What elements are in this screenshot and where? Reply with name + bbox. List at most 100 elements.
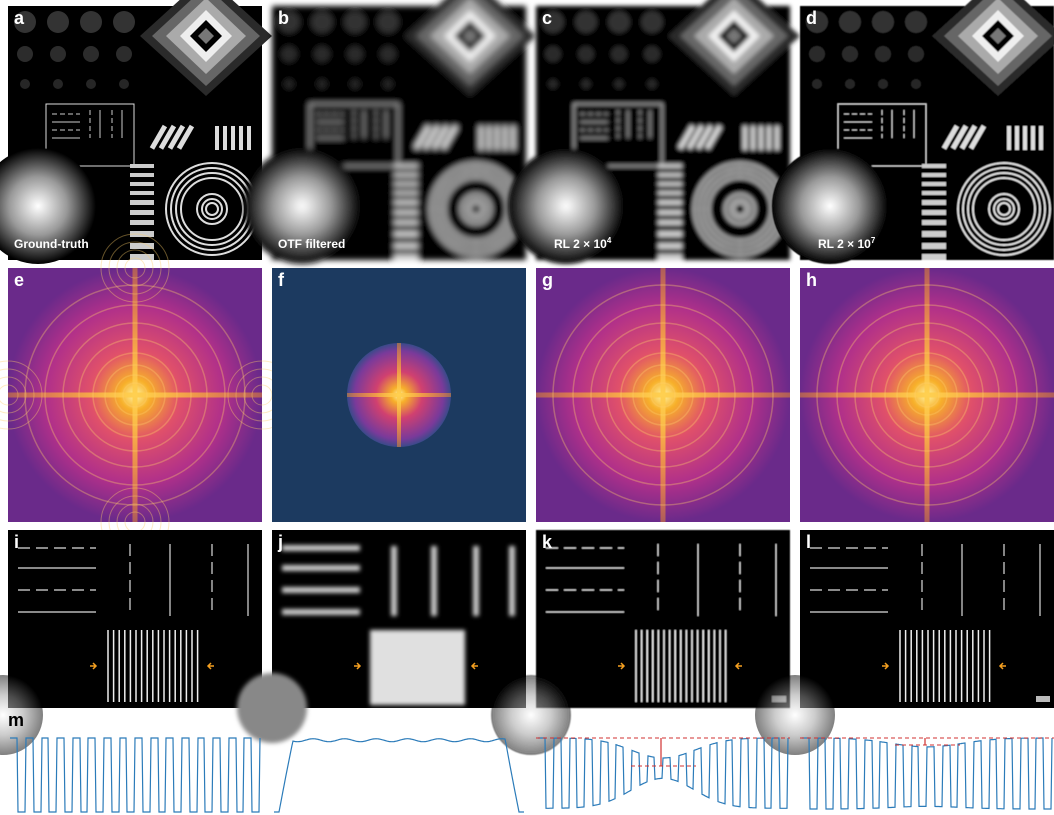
spectrum-cross	[132, 268, 138, 522]
spectrum-ring	[870, 338, 984, 452]
label-text: RL 2 × 10	[554, 237, 607, 251]
arrow	[882, 662, 890, 670]
panel-label: Ground-truth	[14, 237, 89, 251]
panel-letter: b	[278, 8, 289, 28]
panel-label: OTF filtered	[278, 237, 345, 251]
panel-letter: c	[542, 8, 552, 28]
line-profile	[538, 737, 789, 809]
line-profile	[802, 737, 1053, 810]
panel-letter: a	[14, 8, 25, 28]
spectrum-ring	[816, 284, 1038, 506]
spectrum-ring	[114, 374, 156, 416]
label-text: OTF filtered	[278, 237, 345, 251]
panel-letter: k	[542, 532, 553, 552]
blurred-content	[237, 545, 515, 743]
panel-letter: d	[806, 8, 817, 28]
spectrum-ring	[122, 382, 148, 408]
panel-letter: g	[542, 270, 553, 290]
blurred-bar	[473, 546, 479, 616]
spectrum-ring	[836, 304, 1018, 486]
spectrum-ring	[62, 322, 208, 468]
line-profile	[10, 737, 261, 813]
zoom-panel: l	[754, 529, 1054, 756]
label-exponent: 4	[607, 236, 612, 245]
ground-truth-image	[771, 0, 1054, 265]
spectrum-ring	[78, 338, 192, 452]
arrow	[618, 662, 626, 670]
spectrum-ring	[0, 368, 35, 422]
spectrum-ring	[0, 376, 27, 414]
spectrum-ring	[24, 284, 246, 506]
spectrum-ring	[108, 241, 162, 295]
arrow	[354, 662, 362, 670]
label-text: RL 2 × 10	[818, 237, 871, 251]
image-panel: a Ground-truth	[0, 0, 273, 265]
ground-truth-image	[0, 0, 273, 265]
ground-truth-image	[243, 0, 537, 265]
panel-letter: f	[278, 270, 285, 290]
blurred-bar	[282, 545, 360, 551]
spectrum-cross	[924, 268, 930, 522]
blurred-bar	[431, 546, 437, 616]
spectrum-ring	[0, 384, 19, 406]
spectrum-cross	[660, 268, 666, 522]
spectrum-ring	[906, 374, 948, 416]
zoom-image	[0, 529, 263, 756]
image-panel: b OTF filtered	[243, 0, 537, 265]
spectrum-ring	[642, 374, 684, 416]
blurred-blob	[237, 673, 307, 743]
blurred-bar	[282, 609, 360, 615]
spectrum-ring	[552, 284, 774, 506]
panel-letter: e	[14, 270, 24, 290]
spectrum-panel: e	[0, 233, 297, 557]
image-panel: d RL 2 × 107	[771, 0, 1054, 265]
blurred-bar	[509, 546, 515, 616]
spectrum-ring	[590, 322, 736, 468]
spectrum-ring	[914, 382, 940, 408]
zoom-panel: i	[0, 529, 263, 756]
spectrum-ring	[572, 304, 754, 486]
panel-letter: m	[8, 710, 24, 730]
spectrum-panel: g	[536, 268, 790, 522]
spectrum-ring	[100, 233, 170, 303]
arrow	[734, 662, 742, 670]
spectrum-ring	[92, 352, 178, 438]
blurred-bar	[391, 546, 397, 616]
spectrum-ring	[124, 257, 146, 279]
spectrum-panel: h	[800, 268, 1054, 522]
label-text: Ground-truth	[14, 237, 89, 251]
arrow	[90, 662, 98, 670]
spectrum-ring	[606, 338, 720, 452]
panel-label: RL 2 × 107	[818, 236, 876, 251]
spectrum-ring	[884, 352, 970, 438]
panel-label: RL 2 × 104	[554, 236, 612, 251]
spectrum-ring	[896, 364, 958, 426]
spectrum-ring	[650, 382, 676, 408]
blurred-bar	[282, 587, 360, 593]
arrow	[470, 662, 478, 670]
ground-truth-image	[507, 0, 801, 265]
arrow	[206, 662, 214, 670]
spectrum-ring	[0, 360, 43, 430]
panel-letter: l	[806, 532, 811, 552]
spectrum-ring	[854, 322, 1000, 468]
zoom-panel: j	[237, 530, 526, 743]
panel-letter: h	[806, 270, 817, 290]
spectrum-ring	[44, 304, 226, 486]
spectrum-ring	[116, 249, 154, 287]
zoom-image	[754, 529, 1054, 756]
panel-letter: j	[277, 532, 283, 552]
label-exponent: 7	[871, 236, 876, 245]
spectrum-ring	[104, 364, 166, 426]
blurred-bar	[282, 565, 360, 571]
panel-letter: i	[14, 532, 19, 552]
line-profile	[274, 738, 524, 813]
blurred-block	[370, 630, 465, 705]
image-panel: c RL 2 × 104	[507, 0, 801, 265]
zoom-panel: k	[490, 529, 791, 756]
spectrum-ring	[632, 364, 694, 426]
spectrum-panel: f	[272, 268, 526, 522]
arrow	[998, 662, 1006, 670]
spectrum-cross	[397, 343, 401, 447]
